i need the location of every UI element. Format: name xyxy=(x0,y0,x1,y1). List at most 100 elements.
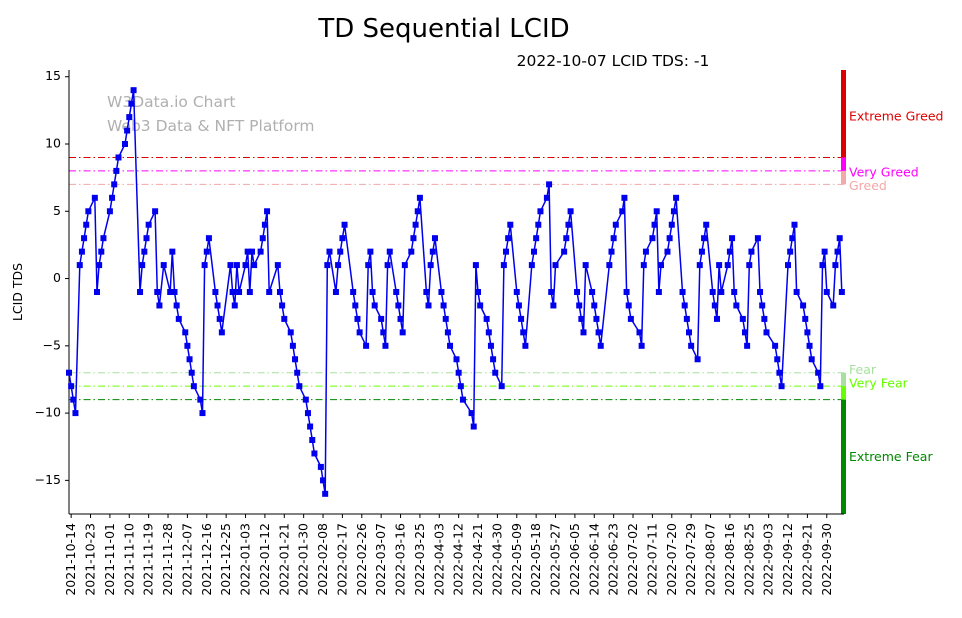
data-point xyxy=(576,302,583,309)
data-point xyxy=(332,289,339,295)
data-point xyxy=(531,248,537,255)
data-point xyxy=(287,329,294,336)
x-tick-label: 2022-04-12 xyxy=(451,523,466,596)
threshold-band-very-fear xyxy=(841,386,846,400)
data-point xyxy=(733,302,740,309)
x-tick-label: 2022-07-02 xyxy=(625,523,640,596)
data-point xyxy=(785,262,792,269)
x-tick-label: 2022-01-03 xyxy=(238,523,253,596)
data-point xyxy=(339,235,346,242)
data-point xyxy=(729,235,736,242)
data-point xyxy=(324,262,331,269)
threshold-label-fear: Fear xyxy=(849,362,877,377)
data-point xyxy=(546,181,553,188)
watermark-line-2: Web3 Data & NFT Platform xyxy=(107,117,315,135)
data-point xyxy=(761,315,768,322)
data-point xyxy=(507,221,514,228)
data-point xyxy=(744,342,751,349)
x-tick-label: 2022-09-30 xyxy=(819,523,834,596)
data-point xyxy=(789,235,796,242)
data-point xyxy=(625,302,632,309)
data-point xyxy=(688,342,695,349)
y-tick-label: 5 xyxy=(53,203,61,218)
threshold-band-extreme-fear xyxy=(841,399,846,514)
x-tick-label: 2022-09-03 xyxy=(761,523,776,596)
data-point xyxy=(741,329,748,336)
data-point xyxy=(397,315,404,322)
data-point xyxy=(302,396,309,403)
data-point xyxy=(548,289,555,295)
data-point xyxy=(109,194,116,201)
data-point xyxy=(367,248,374,255)
data-point xyxy=(141,248,148,255)
data-point xyxy=(143,235,150,242)
threshold-band-extreme-greed xyxy=(841,70,846,158)
data-point xyxy=(718,289,725,295)
data-point xyxy=(214,302,221,309)
data-point xyxy=(681,302,688,309)
data-point xyxy=(817,383,824,390)
data-point xyxy=(264,208,271,215)
data-point xyxy=(113,167,120,174)
data-point xyxy=(679,289,686,295)
data-point xyxy=(490,356,497,363)
data-point xyxy=(593,315,600,322)
data-point xyxy=(190,383,197,390)
data-point xyxy=(595,329,602,336)
data-point xyxy=(72,410,79,417)
data-point xyxy=(623,289,630,295)
data-point xyxy=(716,262,723,269)
x-tick-label: 2022-04-21 xyxy=(470,523,485,596)
data-point xyxy=(309,437,316,443)
x-tick-label: 2022-04-03 xyxy=(431,523,446,596)
data-point xyxy=(696,262,703,269)
data-point xyxy=(378,315,385,322)
data-point xyxy=(365,262,372,269)
series-line xyxy=(68,90,843,494)
x-tick-label: 2022-02-08 xyxy=(315,523,330,596)
data-point xyxy=(173,302,180,309)
data-point xyxy=(93,289,100,295)
data-point xyxy=(746,262,753,269)
data-point xyxy=(408,248,415,255)
data-point xyxy=(655,289,662,295)
x-tick-label: 2022-07-20 xyxy=(664,523,679,596)
data-point xyxy=(468,410,475,417)
x-tick-label: 2022-04-30 xyxy=(489,523,504,596)
data-point xyxy=(98,248,105,255)
data-point xyxy=(111,181,118,188)
data-point xyxy=(124,127,131,134)
chart-subtitle: 2022-10-07 LCID TDS: -1 xyxy=(517,52,710,70)
data-point xyxy=(266,289,273,295)
y-tick-label: −5 xyxy=(43,337,61,352)
x-tick-label: 2022-08-25 xyxy=(741,523,756,596)
data-point xyxy=(70,396,77,403)
data-point xyxy=(503,248,510,255)
data-point xyxy=(246,289,253,295)
data-point xyxy=(500,262,507,269)
data-point xyxy=(154,289,161,295)
data-point xyxy=(171,289,178,295)
data-point xyxy=(322,490,329,497)
x-tick-label: 2022-07-11 xyxy=(644,523,659,596)
x-tick-label: 2022-02-17 xyxy=(334,523,349,596)
data-point xyxy=(776,369,783,376)
data-point xyxy=(199,410,206,417)
data-point xyxy=(492,369,499,376)
data-point xyxy=(412,221,419,228)
data-point xyxy=(470,423,477,430)
data-point xyxy=(772,342,779,349)
data-point xyxy=(279,302,286,309)
data-point xyxy=(438,289,445,295)
data-point xyxy=(203,248,210,255)
y-axis-label: LCID TDS xyxy=(10,263,25,321)
axes: −15 −10 −5 0 5 10 15 2021-10-14 2021-10-23 2021-1… xyxy=(35,68,844,596)
data-point xyxy=(582,262,589,269)
data-point xyxy=(565,221,572,228)
data-point xyxy=(528,262,535,269)
data-point xyxy=(832,262,839,269)
data-point xyxy=(487,342,494,349)
data-point xyxy=(520,329,527,336)
y-tick-label: 10 xyxy=(45,136,61,151)
